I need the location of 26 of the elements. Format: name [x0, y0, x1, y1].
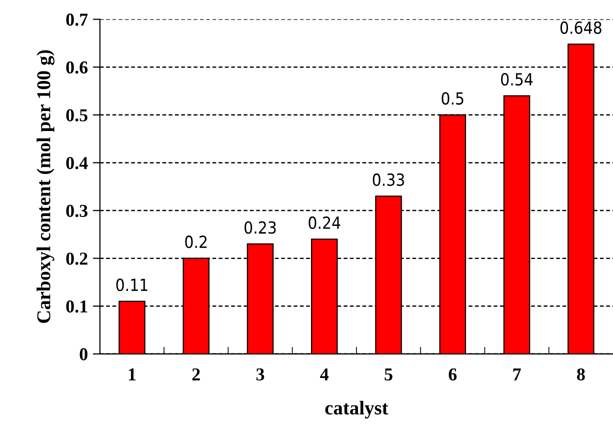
data-label: 0.54 — [501, 73, 533, 86]
y-tick-label: 0.4 — [66, 156, 88, 170]
x-tick-label: 7 — [513, 368, 521, 380]
y-tick-label: 0 — [80, 348, 88, 360]
y-tick-label: 0.1 — [66, 300, 88, 313]
y-tick-label: 0.6 — [66, 61, 88, 74]
data-label: 0.33 — [372, 173, 404, 186]
data-label: 0.24 — [308, 216, 340, 230]
y-tick-label: 0.3 — [66, 204, 88, 218]
data-label: 0.648 — [560, 21, 602, 34]
x-tick-label: 2 — [192, 368, 200, 380]
y-tick-label: 0.7 — [66, 14, 88, 26]
x-tick-label: 5 — [384, 368, 392, 381]
x-tick-label: 6 — [448, 368, 457, 381]
data-label: 0.5 — [442, 92, 464, 105]
data-label: 0.2 — [185, 236, 207, 248]
x-tick-label: 1 — [128, 368, 136, 380]
y-tick-label: 0.2 — [66, 252, 88, 265]
x-tick-label: 8 — [577, 368, 585, 381]
x-tick-label: 4 — [320, 368, 329, 380]
y-tick-label: 0.5 — [66, 109, 88, 122]
x-axis-title: catalyst — [325, 400, 388, 419]
x-tick-label: 3 — [256, 368, 264, 381]
y-axis-title: Carboxyl content (mol per 100 g) — [36, 50, 54, 323]
data-label: 0.23 — [244, 221, 276, 234]
data-label: 0.11 — [116, 278, 148, 292]
